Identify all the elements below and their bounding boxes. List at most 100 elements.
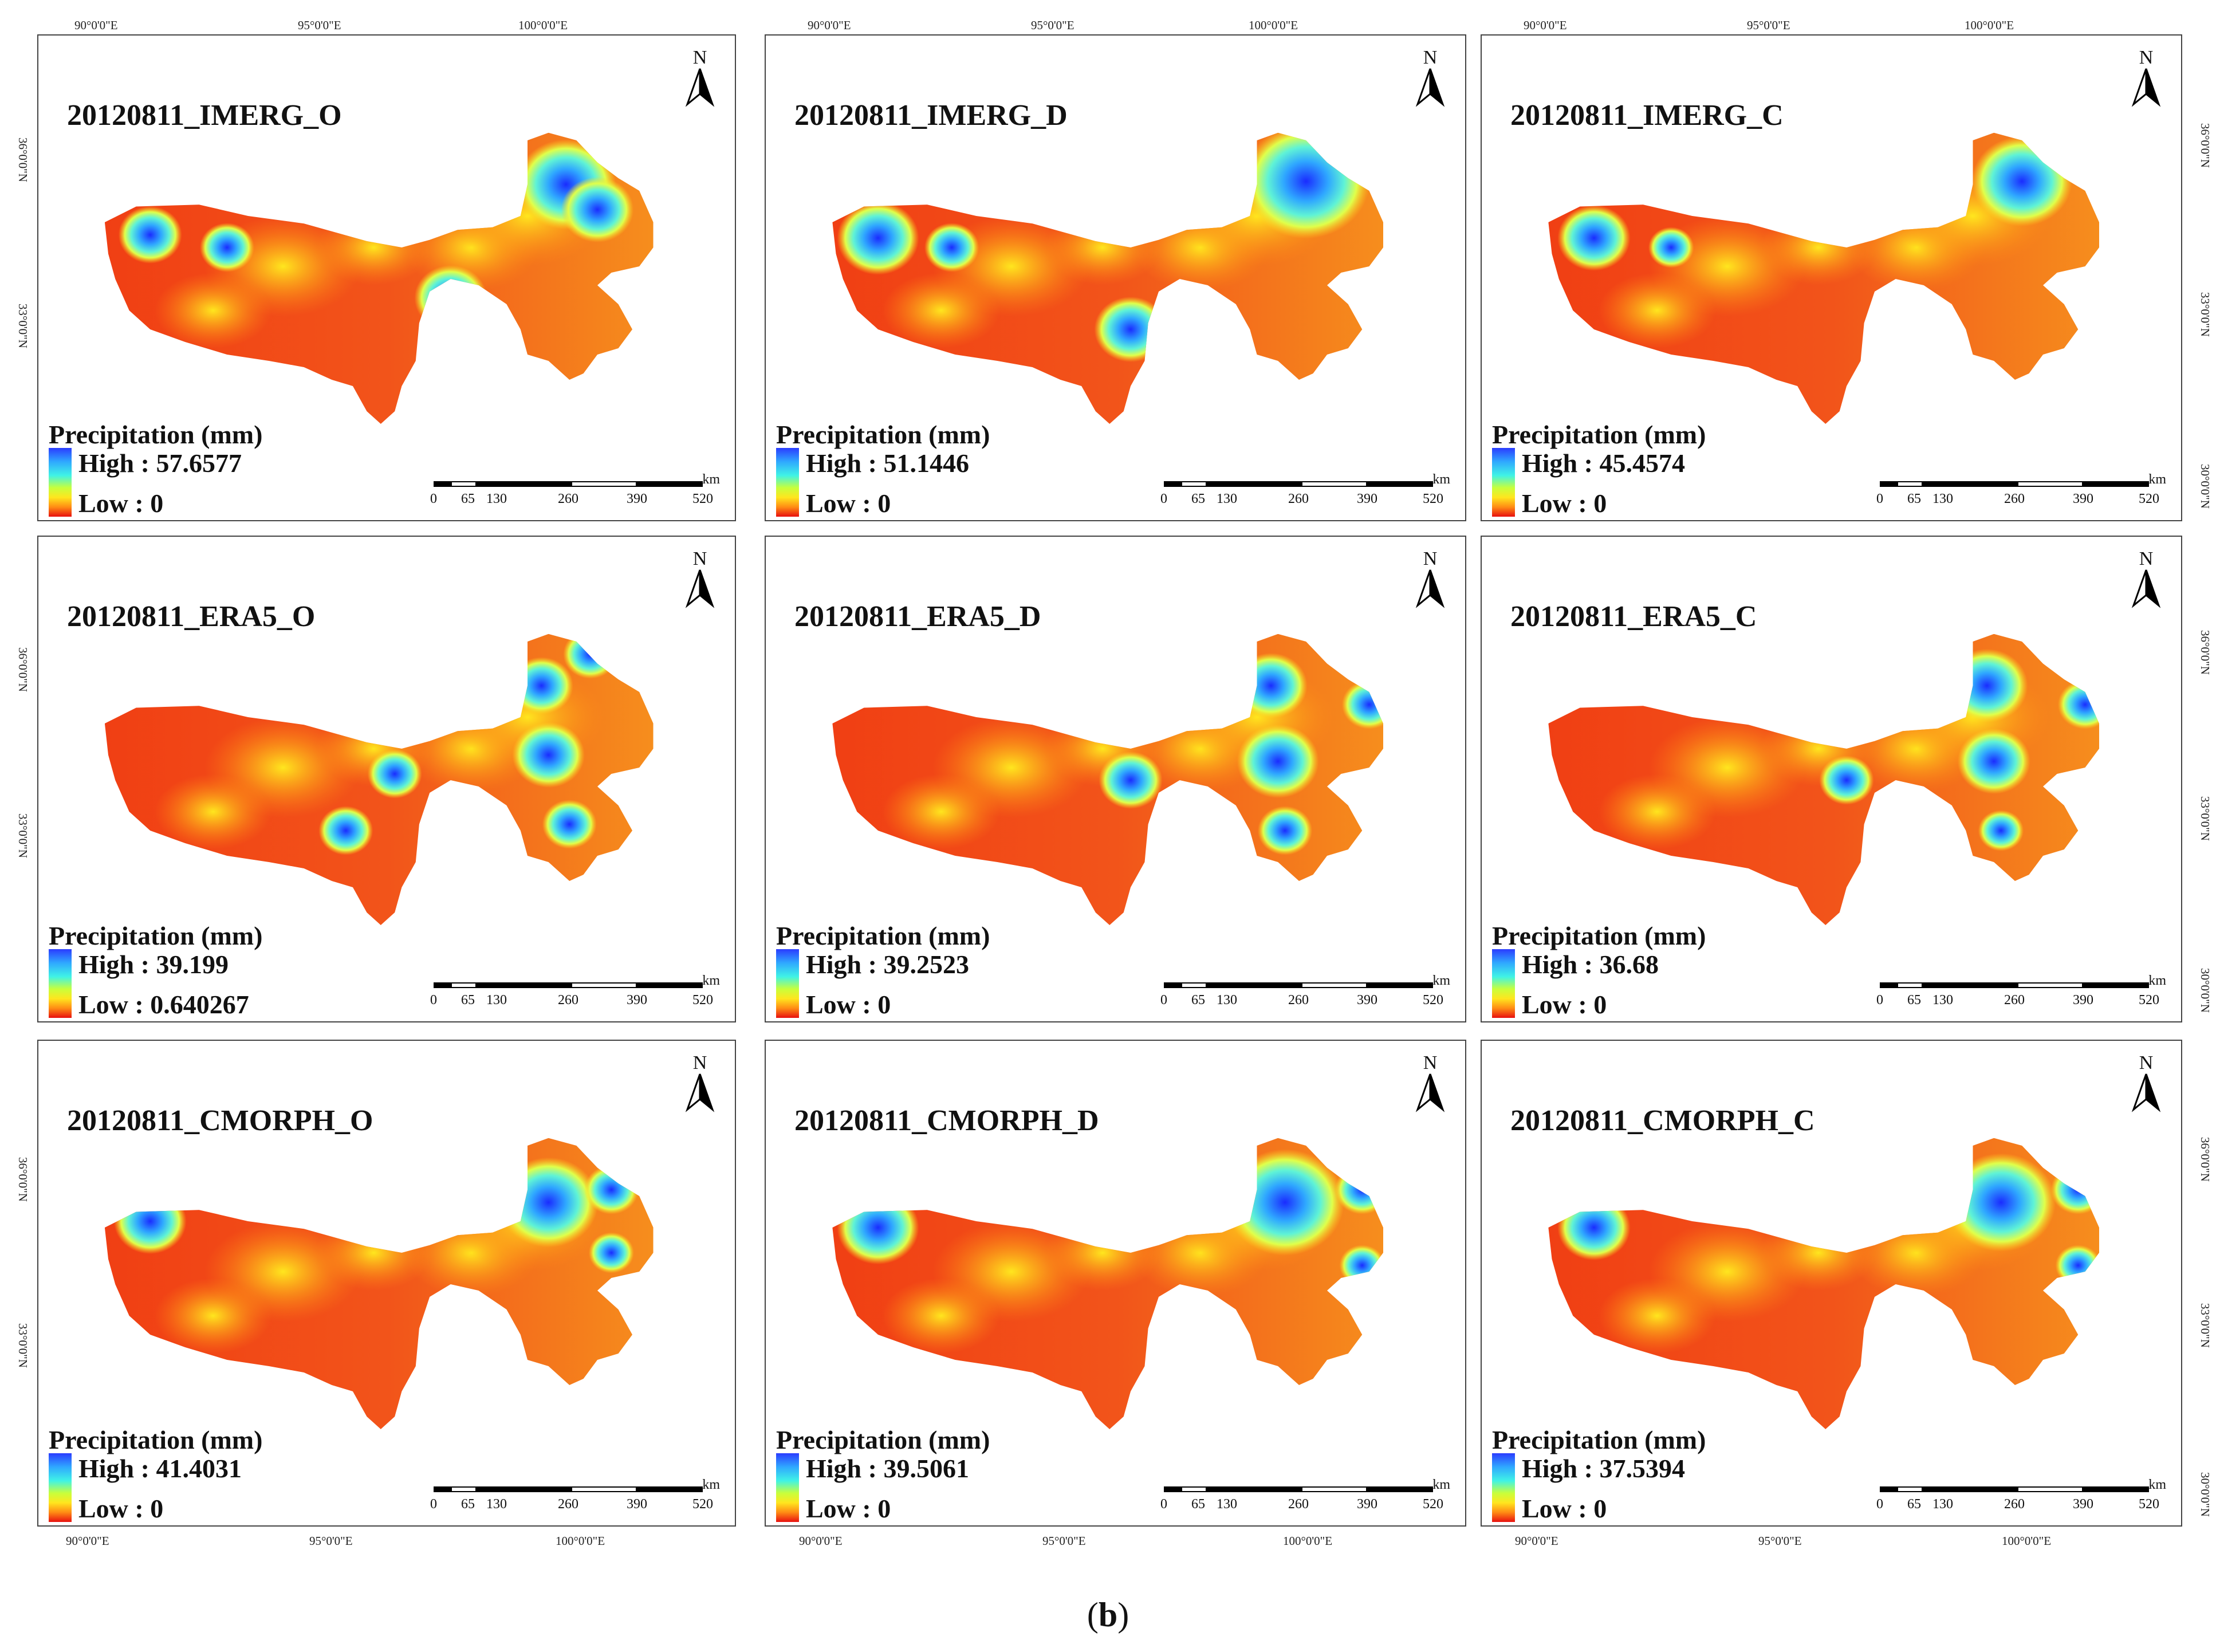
legend-high-value: High : 57.6577 — [78, 449, 242, 478]
legend-low-value: Low : 0.640267 — [78, 990, 249, 1019]
lon-label-bottom-7: 90°0'0"E — [1515, 1534, 1558, 1548]
high-precip-area — [1971, 136, 2072, 227]
high-precip-area — [118, 206, 182, 264]
scale-unit: km — [2148, 973, 2166, 988]
high-precip-area — [1234, 652, 1308, 719]
scale-segment — [637, 481, 703, 487]
precipitation-map — [1548, 634, 2099, 925]
scale-tick: 65 — [1907, 1497, 1921, 1512]
legend-high-value: High : 51.1446 — [806, 449, 969, 478]
scale-unit: km — [1432, 472, 1450, 487]
lon-label-top-7: 90°0'0"E — [1524, 18, 1567, 32]
legend-title: Precipitation (mm) — [1492, 921, 1706, 950]
scale-segment — [1164, 982, 1181, 988]
legend-title: Precipitation (mm) — [49, 420, 263, 449]
scale-tick: 0 — [1876, 1497, 1883, 1512]
legend-color-ramp — [1492, 1453, 1515, 1522]
legend-title: Precipitation (mm) — [1492, 1425, 1706, 1454]
legend-color-ramp — [776, 1453, 799, 1522]
scale-segment — [451, 982, 477, 988]
lat-label-right-7: 36°0'0"N — [2198, 1137, 2212, 1182]
legend-color-ramp — [1492, 448, 1515, 517]
high-precip-area — [2055, 1245, 2099, 1286]
high-precip-area — [1819, 756, 1874, 805]
scale-segment — [2017, 481, 2083, 487]
north-arrow-icon: N — [683, 47, 717, 110]
panel-title: 20120811_ERA5_O — [67, 600, 316, 633]
north-arrow-icon: N — [683, 1052, 717, 1115]
scale-bar: km 0 65 130 260 390 520 — [430, 472, 720, 511]
moderate-precip-area — [154, 1278, 272, 1354]
precipitation-map — [104, 132, 654, 424]
scale-segment — [1224, 982, 1301, 988]
panel-title: 20120811_IMERG_D — [794, 99, 1068, 132]
scale-segment — [1367, 481, 1433, 487]
moderate-precip-area — [882, 774, 1001, 849]
scale-tick: 65 — [1191, 491, 1205, 506]
scale-tick: 0 — [1160, 491, 1167, 506]
scale-tick: 65 — [1907, 993, 1921, 1008]
scale-segment — [1224, 481, 1301, 487]
scale-segment — [2017, 982, 2083, 988]
scale-tick: 0 — [1876, 491, 1883, 506]
moderate-precip-area — [882, 273, 1001, 348]
lon-label-top-1: 90°0'0"E — [74, 18, 118, 32]
scale-tick: 520 — [2139, 491, 2159, 506]
legend-low-value: Low : 0 — [1522, 1494, 1607, 1523]
moderate-precip-area — [882, 1278, 1001, 1354]
panel-title: 20120811_IMERG_C — [1510, 99, 1784, 132]
high-precip-area — [318, 806, 373, 855]
legend-low-value: Low : 0 — [806, 489, 891, 518]
scale-tick: 65 — [1191, 1497, 1205, 1512]
high-precip-area — [1557, 205, 1631, 271]
scale-tick: 260 — [2004, 1497, 2025, 1512]
lon-label-top-4: 90°0'0"E — [808, 18, 851, 32]
north-arrow-icon: N — [1413, 47, 1447, 110]
moderate-precip-area — [154, 273, 272, 348]
scale-tick: 520 — [1423, 491, 1443, 506]
lat-label-left-5: 36°0'0"N — [16, 1157, 30, 1202]
lon-label-top-6: 100°0'0"E — [1249, 18, 1298, 32]
panel-title: 20120811_IMERG_O — [67, 99, 342, 132]
scale-segment — [477, 982, 494, 988]
scale-segment — [637, 982, 703, 988]
scale-tick: 65 — [461, 993, 475, 1008]
legend-low-value: Low : 0 — [1522, 990, 1607, 1019]
high-precip-area — [414, 265, 487, 331]
lon-label-top-9: 100°0'0"E — [1965, 18, 2014, 32]
lon-label-top-5: 95°0'0"E — [1031, 18, 1074, 32]
precipitation-map — [1548, 1138, 2099, 1429]
lat-label-left-6: 33°0'0"N — [16, 1323, 30, 1368]
scale-segment — [1897, 982, 1923, 988]
north-letter: N — [1423, 1052, 1438, 1073]
legend-low-value: Low : 0 — [806, 1494, 891, 1523]
north-letter: N — [1423, 548, 1438, 569]
high-precip-area — [950, 1368, 1002, 1415]
scale-segment — [434, 1486, 451, 1492]
lat-label-left-4: 33°0'0"N — [16, 813, 30, 858]
scale-tick: 0 — [430, 1497, 437, 1512]
high-precip-area — [1557, 1194, 1631, 1261]
scale-tick: 260 — [1288, 1497, 1309, 1512]
scale-segment — [1880, 1486, 1897, 1492]
scale-segment — [1181, 1486, 1207, 1492]
panel-title: 20120811_CMORPH_O — [67, 1104, 373, 1137]
legend-high-value: High : 39.2523 — [806, 950, 969, 979]
high-precip-area — [1335, 1165, 1383, 1214]
scale-segment — [451, 1486, 477, 1492]
high-precip-area — [367, 749, 422, 799]
lat-label-right-2: 33°0'0"N — [2198, 292, 2212, 337]
scale-bar: km 0 65 130 260 390 520 — [1160, 973, 1450, 1012]
high-precip-area — [1257, 806, 1313, 855]
map-panel: 20120811_CMORPH_D N Precipitation (mm) High… — [765, 1040, 1466, 1527]
lon-label-bottom-9: 100°0'0"E — [2002, 1534, 2052, 1548]
high-precip-area — [837, 201, 919, 275]
legend-low-value: Low : 0 — [78, 489, 164, 518]
high-precip-area — [1946, 1153, 2056, 1252]
scale-tick: 390 — [627, 993, 647, 1008]
lon-label-top-2: 95°0'0"E — [298, 18, 341, 32]
legend-high-value: High : 39.5061 — [806, 1454, 969, 1483]
scale-segment — [494, 1486, 571, 1492]
scale-tick: 260 — [1288, 993, 1309, 1008]
map-panel: 20120811_ERA5_D N Precipitation (mm) High :… — [765, 536, 1466, 1022]
